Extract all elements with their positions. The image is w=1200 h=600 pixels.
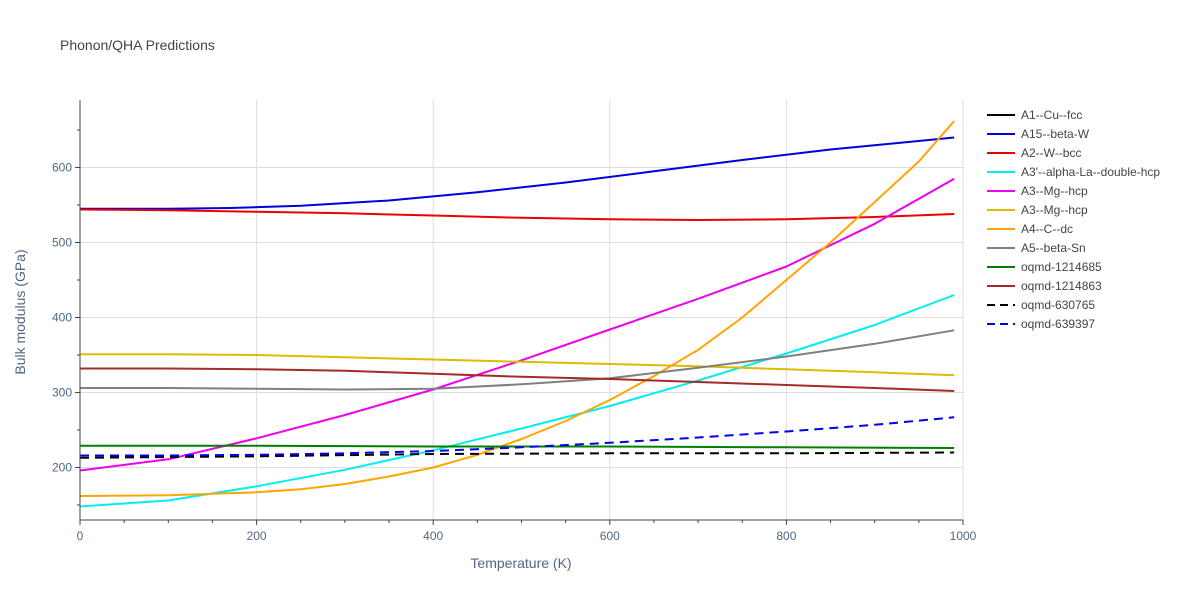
legend-label: A3--Mg--hcp bbox=[1021, 184, 1088, 198]
plot-series bbox=[79, 120, 955, 508]
x-tick-label: 400 bbox=[423, 529, 443, 543]
y-axis-title: Bulk modulus (GPa) bbox=[12, 249, 28, 374]
series-line-5 bbox=[79, 177, 955, 472]
y-tick-label: 400 bbox=[52, 311, 72, 325]
gridlines bbox=[80, 100, 964, 520]
series-line-11 bbox=[79, 451, 955, 459]
series-line-7 bbox=[79, 120, 955, 497]
axes: 0 200 400 600 800 1000 200 300 400 500 600 bbox=[52, 100, 977, 543]
legend-label: A4--C--dc bbox=[1021, 222, 1073, 236]
series-line-3 bbox=[79, 208, 955, 221]
legend-item[interactable]: oqmd-639397 bbox=[987, 317, 1095, 331]
series-line-2 bbox=[80, 136, 955, 210]
x-tick-label: 800 bbox=[776, 529, 796, 543]
legend-label: A5--beta-Sn bbox=[1021, 241, 1086, 255]
y-tick-label: 600 bbox=[52, 161, 72, 175]
y-tick-label: 300 bbox=[52, 386, 72, 400]
legend-item[interactable]: A2--W--bcc bbox=[987, 146, 1081, 160]
chart-title: Phonon/QHA Predictions bbox=[60, 37, 215, 53]
legend-item[interactable]: oqmd-1214863 bbox=[987, 279, 1102, 293]
legend-item[interactable]: A3--Mg--hcp bbox=[987, 184, 1088, 198]
series-line-12 bbox=[80, 416, 955, 457]
legend-item[interactable]: A1--Cu--fcc bbox=[987, 108, 1082, 122]
series-line-10 bbox=[80, 367, 955, 392]
x-tick-label: 1000 bbox=[950, 529, 977, 543]
legend-label: oqmd-1214685 bbox=[1021, 260, 1102, 274]
legend-item[interactable]: A15--beta-W bbox=[987, 127, 1090, 141]
series-line-8 bbox=[80, 329, 955, 391]
legend-label: oqmd-639397 bbox=[1021, 317, 1095, 331]
series-line-6 bbox=[80, 353, 955, 377]
x-axis-title: Temperature (K) bbox=[470, 555, 571, 571]
legend-label: A15--beta-W bbox=[1021, 127, 1090, 141]
y-tick-label: 200 bbox=[52, 461, 72, 475]
x-tick-label: 600 bbox=[600, 529, 620, 543]
series-line-4 bbox=[79, 294, 955, 508]
legend-item[interactable]: A4--C--dc bbox=[987, 222, 1073, 236]
legend-label: A1--Cu--fcc bbox=[1021, 108, 1082, 122]
legend-item[interactable]: A3--Mg--hcp bbox=[987, 203, 1088, 217]
legend: A1--Cu--fcc A15--beta-W A2--W--bcc A3'--alp… bbox=[987, 108, 1160, 331]
legend-label: oqmd-630765 bbox=[1021, 298, 1095, 312]
legend-label: A3--Mg--hcp bbox=[1021, 203, 1088, 217]
x-tick-label: 200 bbox=[247, 529, 267, 543]
legend-item[interactable]: A5--beta-Sn bbox=[987, 241, 1086, 255]
x-tick-label: 0 bbox=[77, 529, 84, 543]
legend-item[interactable]: A3'--alpha-La--double-hcp bbox=[987, 165, 1160, 179]
y-tick-label: 500 bbox=[52, 236, 72, 250]
legend-label: A2--W--bcc bbox=[1021, 146, 1081, 160]
legend-label: A3'--alpha-La--double-hcp bbox=[1021, 165, 1160, 179]
legend-label: oqmd-1214863 bbox=[1021, 279, 1102, 293]
legend-item[interactable]: oqmd-1214685 bbox=[987, 260, 1102, 274]
legend-item[interactable]: oqmd-630765 bbox=[987, 298, 1095, 312]
